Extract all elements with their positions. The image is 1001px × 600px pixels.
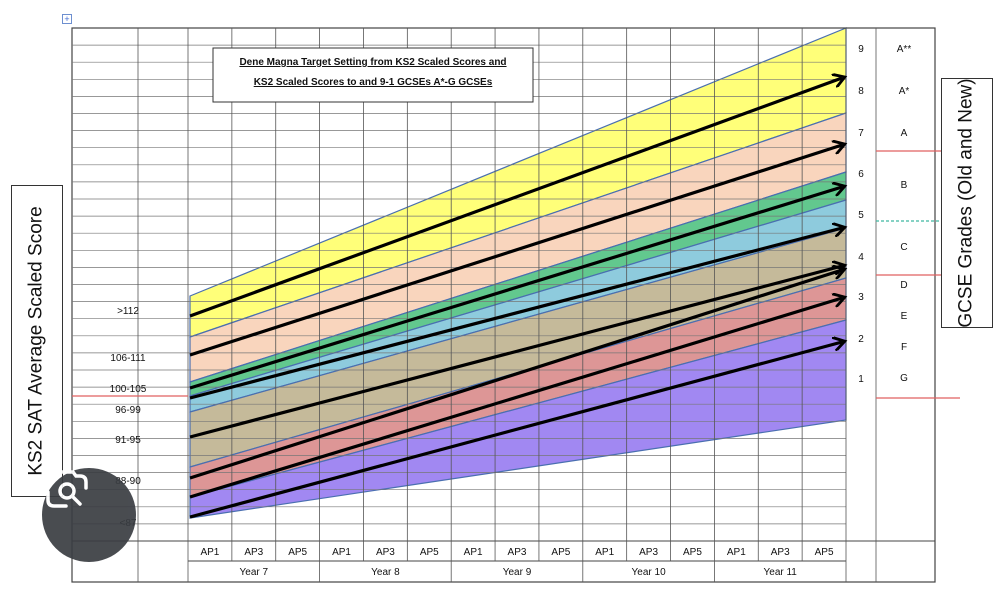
- lens-search-button[interactable]: [42, 468, 136, 562]
- right-axis-label: GCSE Grades (Old and New): [956, 78, 978, 328]
- gcse-new-grade: 9: [858, 44, 864, 55]
- ks2-band-label: 88-90: [115, 476, 141, 487]
- assessment-point-label: AP3: [508, 547, 527, 558]
- assessment-point-label: AP3: [244, 547, 263, 558]
- gcse-old-grade: D: [900, 280, 907, 291]
- gcse-new-grade: 2: [858, 334, 864, 345]
- gcse-old-grade: A: [901, 128, 908, 139]
- target-arrow: [189, 298, 842, 499]
- year-label: Year 11: [764, 567, 798, 578]
- target-arrow: [189, 228, 842, 400]
- gcse-old-grade: G: [900, 373, 908, 384]
- ks2-band-label: 100-105: [110, 384, 147, 395]
- ks2-band-label: 106-111: [110, 353, 146, 364]
- target-arrow: [189, 270, 842, 480]
- grid-layer: [71, 27, 960, 583]
- gcse-new-grade: 4: [858, 252, 864, 263]
- gcse-old-grade: B: [901, 180, 908, 191]
- expand-icon[interactable]: +: [62, 14, 72, 24]
- ks2-band-label: 96-99: [115, 405, 141, 416]
- year-label: Year 7: [240, 567, 269, 578]
- assessment-point-label: AP5: [683, 547, 702, 558]
- gcse-new-grade: 1: [858, 374, 864, 385]
- target-arrow: [189, 78, 842, 318]
- gcse-new-grade: 7: [858, 128, 864, 139]
- chart-title-line-2: KS2 Scaled Scores to and 9-1 GCSEs A*-G …: [254, 77, 493, 88]
- gcse-old-grade: E: [901, 311, 908, 322]
- year-label: Year 8: [371, 567, 400, 578]
- right-axis-label-box: GCSE Grades (Old and New): [941, 78, 993, 328]
- assessment-point-label: AP5: [288, 547, 307, 558]
- y-axis-label: KS2 SAT Average Scaled Score: [26, 206, 47, 476]
- assessment-point-label: AP5: [815, 547, 834, 558]
- gcse-old-grade: A*: [899, 86, 910, 97]
- target-arrow: [189, 342, 842, 519]
- year-label: Year 9: [503, 567, 532, 578]
- target-arrow: [189, 145, 842, 357]
- chart-title-box: Dene Magna Target Setting from KS2 Scale…: [212, 47, 534, 103]
- gcse-old-grade: A**: [897, 44, 912, 55]
- gcse-new-grade: 5: [858, 210, 864, 221]
- assessment-point-label: AP1: [332, 547, 351, 558]
- gcse-new-grade: 3: [858, 292, 864, 303]
- assessment-point-label: AP5: [420, 547, 439, 558]
- chart-title-line-1: Dene Magna Target Setting from KS2 Scale…: [239, 57, 506, 68]
- gcse-new-grade: 8: [858, 86, 864, 97]
- assessment-point-label: AP1: [727, 547, 746, 558]
- assessment-point-label: AP1: [464, 547, 483, 558]
- ks2-band-label: 91-95: [115, 435, 141, 446]
- target-arrow: [189, 266, 842, 439]
- ks2-band-label: >112: [117, 306, 139, 317]
- assessment-point-label: AP5: [551, 547, 570, 558]
- y-axis-label-box: KS2 SAT Average Scaled Score: [11, 185, 63, 497]
- gcse-new-grade: 6: [858, 169, 864, 180]
- camera-search-icon: [46, 470, 88, 508]
- year-label: Year 10: [632, 567, 667, 578]
- arrow-layer: [189, 78, 842, 519]
- assessment-point-label: AP3: [639, 547, 658, 558]
- gcse-old-grade: F: [901, 342, 907, 353]
- assessment-point-label: AP3: [376, 547, 395, 558]
- target-arrow: [189, 187, 842, 390]
- band-layer: [189, 27, 847, 519]
- assessment-point-label: AP1: [595, 547, 614, 558]
- assessment-point-label: AP3: [771, 547, 790, 558]
- label-layer: >112106-111100-10596-9991-9588-90<879876…: [110, 44, 912, 578]
- assessment-point-label: AP1: [200, 547, 219, 558]
- gcse-old-grade: C: [900, 242, 907, 253]
